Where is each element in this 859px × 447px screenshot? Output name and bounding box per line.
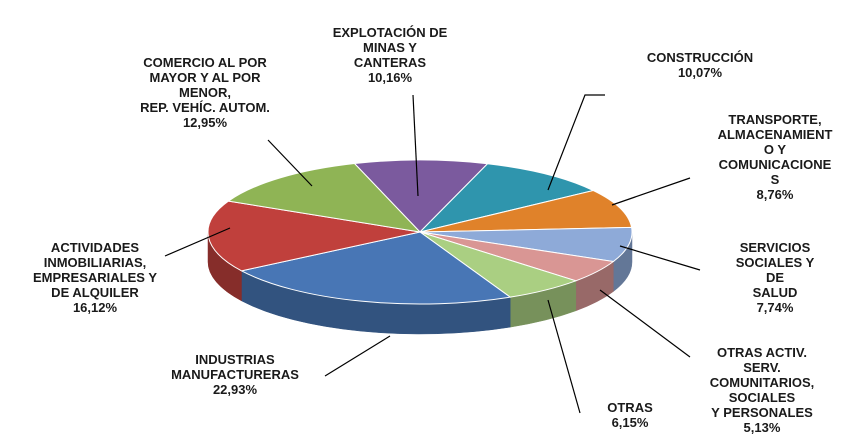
pie-slice [227, 162, 422, 233]
leader-line [547, 94, 605, 191]
slice-label: OTRAS ACTIV. SERV. COMUNITARIOS, SOCIALE… [710, 345, 814, 435]
leader-line [412, 94, 419, 197]
pie-slice [353, 159, 489, 233]
value-label: 10,16% [367, 70, 413, 85]
leader-line [547, 299, 581, 414]
slice-label: TRANSPORTE, ALMACENAMIENT O Y COMUNICACI… [718, 112, 833, 202]
value-label: 5,13% [743, 420, 781, 435]
pie-slice [419, 189, 633, 233]
leader-line [164, 227, 231, 257]
slice-label: EXPLOTACIÓN DE MINAS Y CANTERAS 10,16% [333, 25, 448, 85]
slice-label: SERVICIOS SOCIALES Y DE SALUD 7,74% [733, 240, 817, 315]
value-label: 7,74% [756, 300, 794, 315]
slice-label: INDUSTRIAS MANUFACTURERAS 22,93% [171, 352, 299, 397]
value-label: 12,95% [182, 115, 228, 130]
category-name: OTRAS ACTIV. SERV. COMUNITARIOS, SOCIALE… [709, 345, 815, 420]
category-name: COMERCIO AL POR MAYOR Y AL POR MENOR, RE… [140, 55, 270, 115]
leader-line [619, 245, 701, 271]
category-name: INDUSTRIAS MANUFACTURERAS [171, 352, 299, 382]
value-label: 16,12% [72, 300, 118, 315]
category-name: CONSTRUCCIÓN [646, 50, 754, 65]
value-label: 6,15% [611, 415, 649, 430]
slice-label: COMERCIO AL POR MAYOR Y AL POR MENOR, RE… [140, 55, 270, 130]
slice-label: OTRAS 6,15% [607, 400, 653, 430]
value-label: 10,07% [677, 65, 723, 80]
slice-label: CONSTRUCCIÓN 10,07% [647, 50, 753, 80]
category-name: EXPLOTACIÓN DE MINAS Y CANTERAS [332, 25, 448, 70]
value-label: 22,93% [212, 382, 258, 397]
category-name: SERVICIOS SOCIALES Y DE SALUD [735, 240, 815, 300]
value-label: 8,76% [756, 187, 794, 202]
slice-label: ACTIVIDADES INMOBILIARIAS, EMPRESARIALES… [33, 240, 157, 315]
leader-line [611, 177, 691, 206]
pie-slice [207, 200, 421, 272]
pie-slice [418, 163, 595, 233]
pie-slice [240, 231, 512, 305]
pie-slice [419, 226, 633, 263]
category-name: TRANSPORTE, ALMACENAMIENT O Y COMUNICACI… [717, 112, 833, 187]
leader-line [599, 289, 691, 358]
category-name: OTRAS [607, 400, 653, 415]
leader-line [267, 139, 313, 187]
leader-line [324, 335, 391, 377]
category-name: ACTIVIDADES INMOBILIARIAS, EMPRESARIALES… [32, 240, 158, 300]
